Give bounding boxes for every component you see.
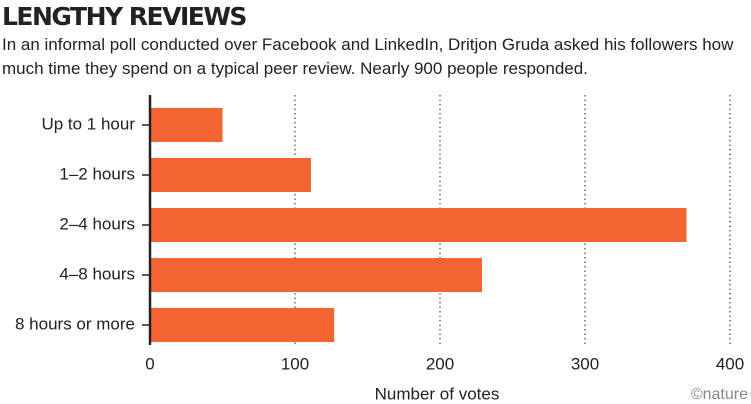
x-tick-label: 400: [716, 354, 744, 373]
y-tick-label: 8 hours or more: [15, 314, 135, 333]
y-tick-label: Up to 1 hour: [41, 114, 135, 133]
bar: [150, 258, 483, 292]
y-tick-label: 4–8 hours: [59, 264, 135, 283]
subtitle-box: In an informal poll conducted over Faceb…: [2, 35, 734, 78]
bar: [150, 158, 311, 192]
x-tick-label: 100: [281, 354, 309, 373]
chart-title: LENGTHY REVIEWS: [2, 2, 246, 31]
x-tick-label: 200: [426, 354, 454, 373]
y-tick-label: 1–2 hours: [59, 164, 135, 183]
x-tick-label: 300: [571, 354, 599, 373]
x-axis-label: Number of votes: [375, 384, 500, 403]
x-tick-label: 0: [145, 354, 154, 373]
bar: [150, 308, 335, 342]
bar: [150, 208, 687, 242]
chart-subtitle: In an informal poll conducted over Faceb…: [2, 35, 734, 78]
y-tick-label: 2–4 hours: [59, 214, 135, 233]
bar: [150, 108, 223, 142]
source-credit: ©nature: [691, 386, 748, 403]
